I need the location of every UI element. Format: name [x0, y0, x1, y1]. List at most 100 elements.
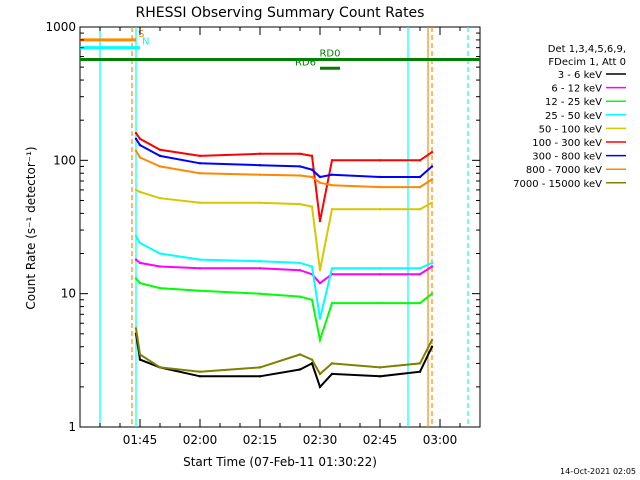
series-point [198, 162, 202, 165]
chart-title: RHESSI Observing Summary Count Rates [136, 5, 425, 21]
legend-entry-label: 50 - 100 keV [539, 124, 603, 135]
series-point [430, 165, 434, 168]
series-point [138, 261, 142, 265]
series-line [135, 150, 433, 189]
series-point [298, 174, 302, 177]
series-point [298, 368, 302, 371]
legend-entry-label: 12 - 25 keV [545, 97, 602, 108]
series-point [158, 165, 162, 168]
series-point [330, 173, 334, 176]
x-tick-label: 01:45 [123, 433, 158, 447]
series-point [198, 370, 202, 373]
y-tick-label: 100 [53, 153, 76, 167]
axis-ticks: 1 10 100 1000 01:45 02:00 02:15 02:30 02:45 03:00 [45, 20, 481, 447]
series-point [310, 205, 314, 208]
series-point [138, 156, 142, 159]
series-point [258, 366, 262, 369]
flag-label: N [142, 37, 149, 48]
series-point [158, 196, 162, 200]
series-point [378, 208, 382, 211]
series-point [418, 272, 422, 276]
series-point [258, 292, 262, 295]
series-point [318, 219, 322, 223]
series-point [430, 345, 434, 348]
legend-entry-label: 6 - 12 keV [551, 84, 602, 95]
legend-header: Det 1,3,4,5,6,9, [548, 44, 626, 55]
series-point [198, 267, 202, 270]
series-point [330, 184, 334, 187]
series-point [310, 265, 314, 268]
footer-timestamp: 14-Oct-2021 02:05 [560, 467, 636, 476]
series-point [318, 175, 322, 179]
series-point [418, 370, 422, 373]
series-point [430, 265, 434, 268]
series-point [138, 241, 142, 245]
series-point [258, 163, 262, 167]
series-point [378, 175, 382, 179]
series-point [378, 375, 382, 378]
series-point [198, 289, 202, 293]
series-point [258, 173, 262, 176]
series-point [310, 298, 314, 301]
series-point [134, 137, 138, 141]
series-point [378, 366, 382, 369]
legend: Det 1,3,4,5,6,9, FDecim 1, Att 0 3 - 6 keV… [513, 44, 626, 190]
series-point [158, 252, 162, 255]
series-point [418, 185, 422, 189]
series-point [134, 234, 138, 238]
legend-entry-label: 800 - 7000 keV [526, 165, 602, 176]
y-tick-label: 10 [61, 287, 76, 301]
series-point [378, 272, 382, 276]
series-line [135, 138, 433, 179]
legend-entry-label: 25 - 50 keV [545, 111, 602, 122]
series-point [378, 301, 382, 305]
series-point [298, 202, 302, 206]
series-point [138, 358, 142, 361]
series-point [134, 277, 138, 280]
series-point [198, 375, 202, 378]
series-point [138, 353, 142, 356]
series-point [158, 366, 162, 369]
series-point [198, 201, 202, 205]
x-tick-label: 02:45 [363, 433, 398, 447]
y-axis-label: Count Rate (s⁻¹ detector⁻¹) [24, 146, 38, 309]
series-point [134, 149, 138, 152]
legend-entry-label: 300 - 800 keV [532, 152, 602, 163]
legend-entry-label: 7000 - 15000 keV [513, 179, 602, 190]
series-point [134, 188, 138, 192]
series-line [135, 235, 433, 319]
legend-entry-label: 100 - 300 keV [532, 138, 602, 149]
plot-frame [79, 26, 481, 428]
series-point [138, 143, 142, 147]
series-point [310, 175, 314, 179]
x-axis-label: Start Time (07-Feb-11 01:30:22) [183, 455, 377, 469]
series-point [134, 131, 138, 135]
series-point [138, 137, 142, 141]
series-point [430, 201, 434, 205]
flag-label: RD0 [319, 49, 340, 60]
series-point [418, 267, 422, 270]
series-point [430, 151, 434, 154]
series-group [134, 131, 434, 389]
series-point [378, 159, 382, 162]
series-point [158, 286, 162, 290]
x-tick-label: 03:00 [423, 433, 458, 447]
series-point [138, 281, 142, 285]
series-point [298, 261, 302, 265]
legend-entry-label: 3 - 6 keV [558, 70, 602, 81]
series-point [298, 165, 302, 168]
y-tick-label: 1 [68, 420, 76, 434]
x-tick-label: 02:30 [303, 433, 338, 447]
series-point [258, 375, 262, 378]
series-point [318, 338, 322, 342]
series-point [258, 152, 262, 155]
series-point [318, 281, 322, 285]
series-point [310, 362, 314, 365]
series-point [430, 292, 434, 295]
series-point [330, 362, 334, 365]
series-point [318, 268, 322, 272]
plot-border [79, 26, 481, 428]
series-point [430, 178, 434, 181]
series-line [135, 189, 433, 271]
